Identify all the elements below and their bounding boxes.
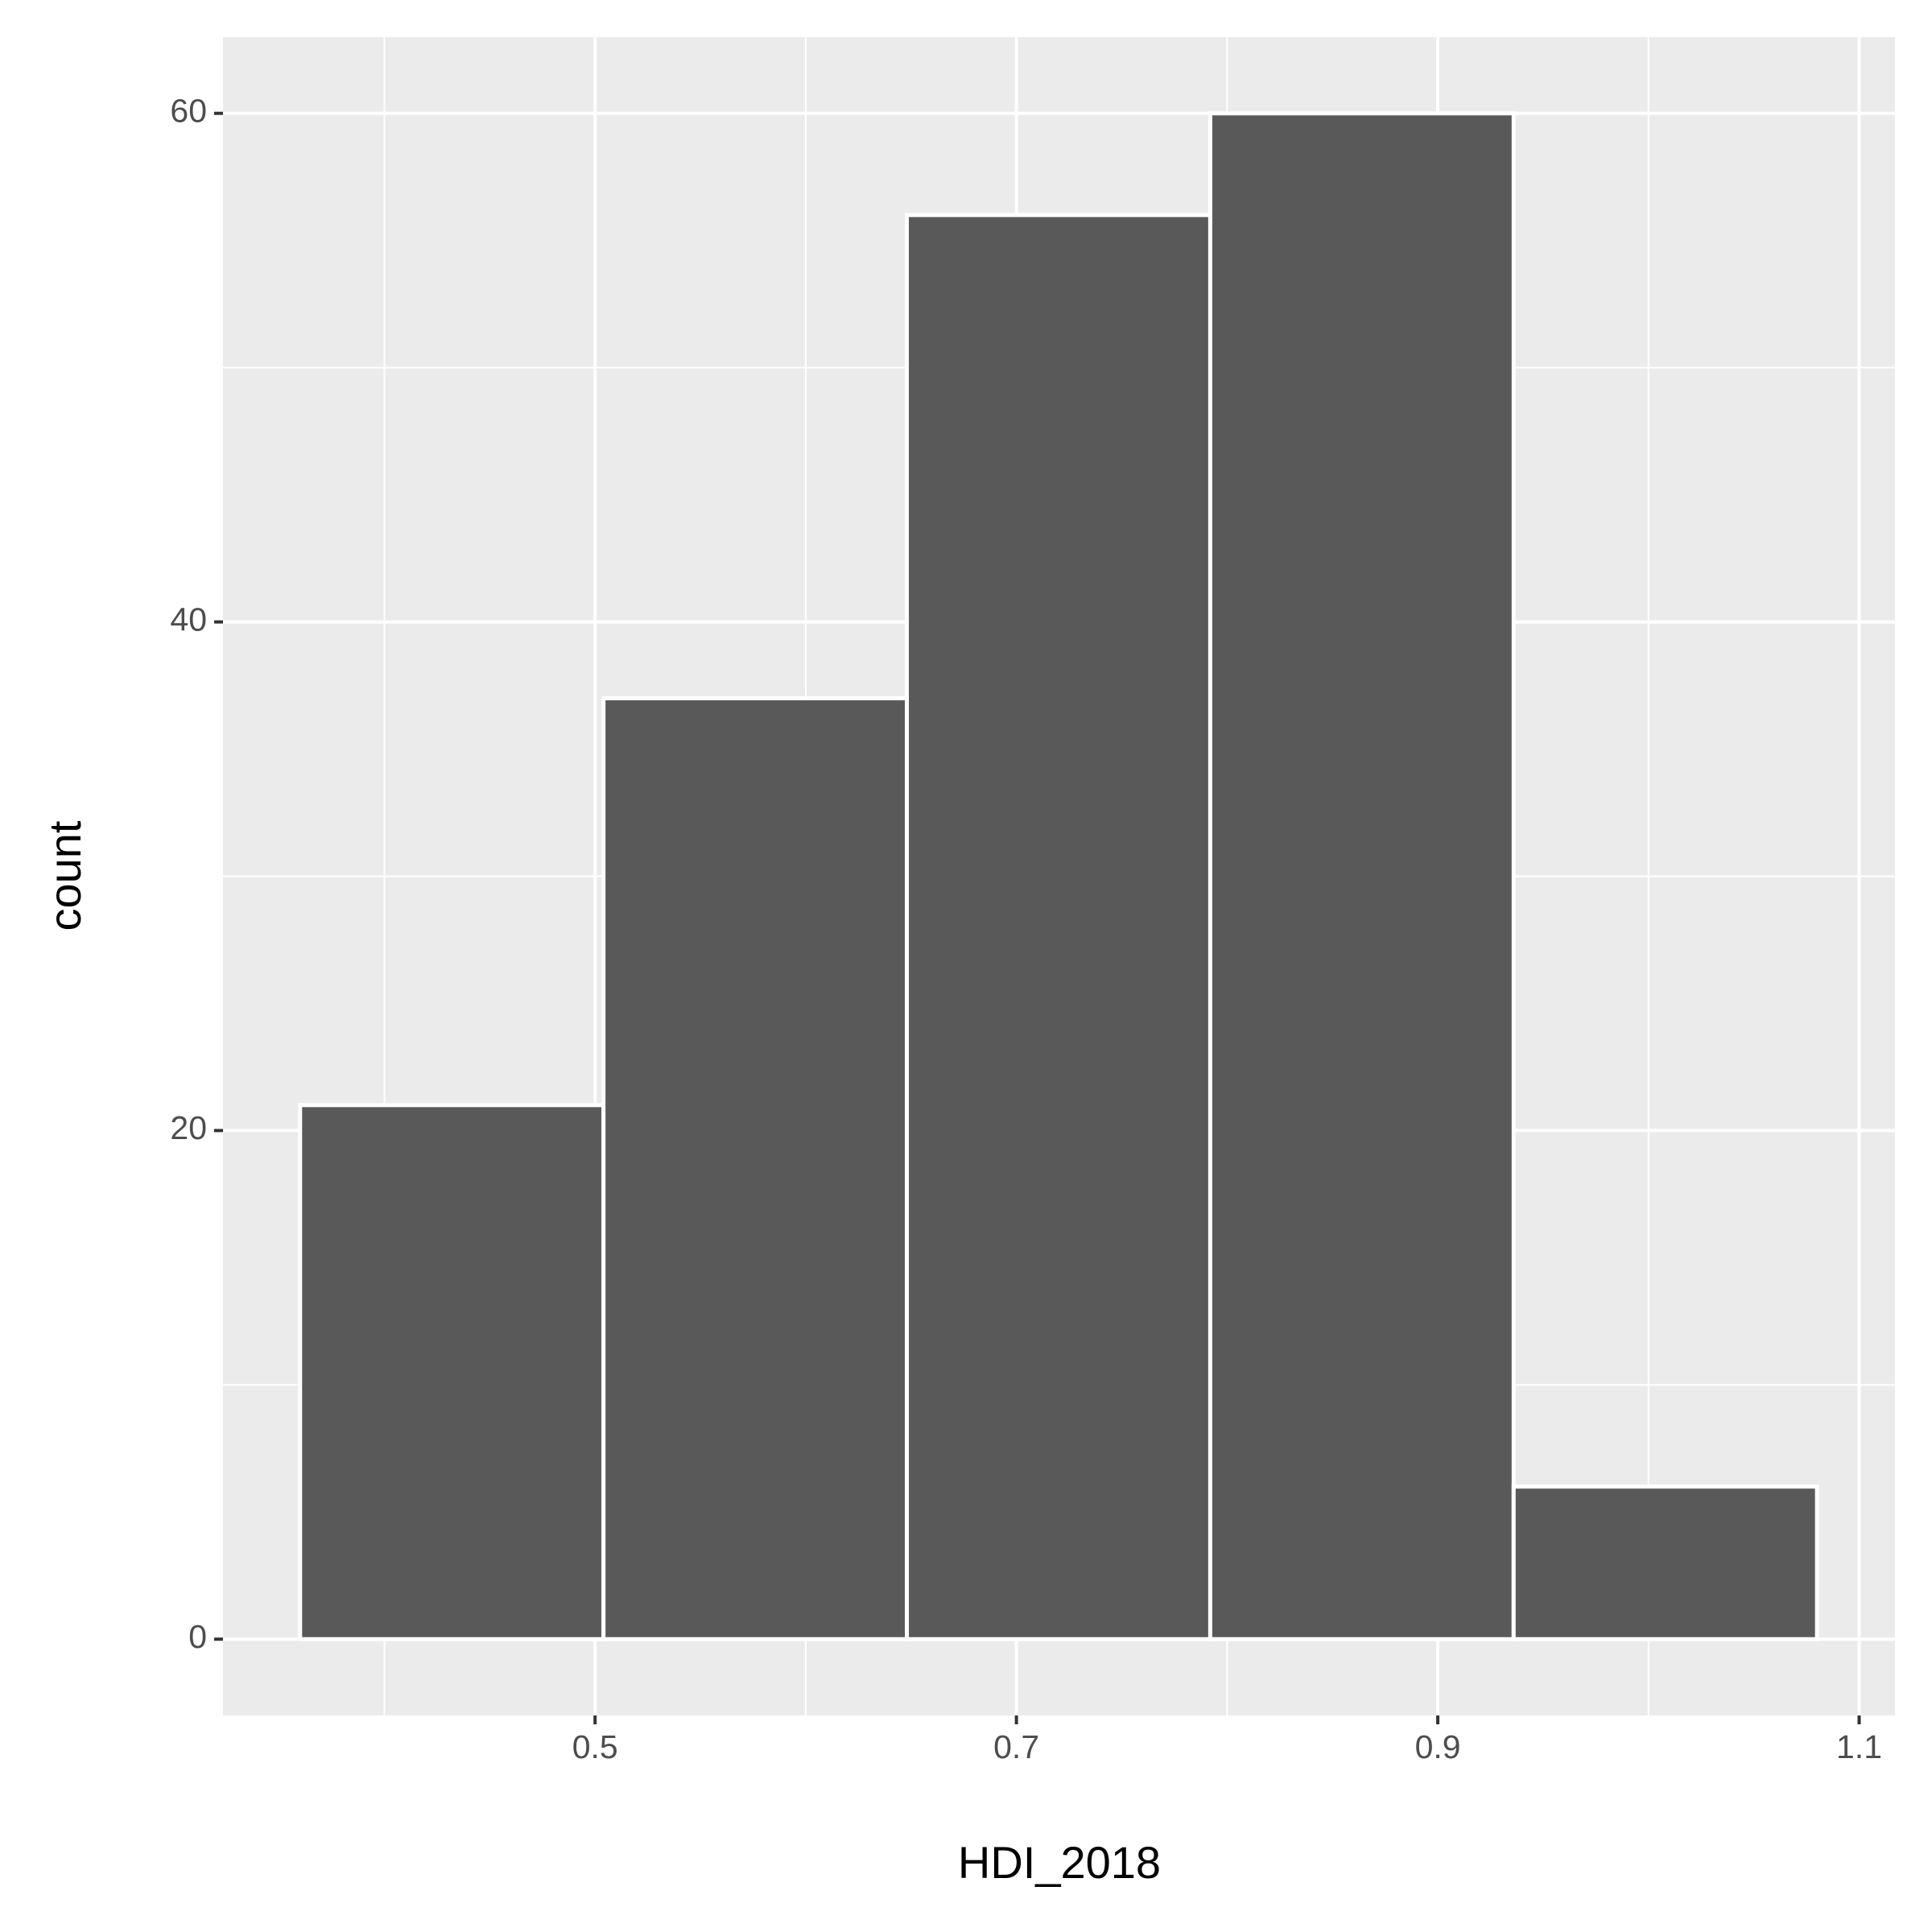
x-tick-label: 1.1 <box>1836 1728 1882 1765</box>
bar <box>298 1103 606 1641</box>
x-tick-label: 0.9 <box>1415 1728 1461 1765</box>
y-tick-label: 0 <box>188 1618 207 1655</box>
bar <box>601 696 910 1641</box>
y-tick-label: 20 <box>170 1109 207 1146</box>
x-tick-label: 0.5 <box>572 1728 618 1765</box>
x-tick-label: 0.7 <box>993 1728 1039 1765</box>
y-axis-title: count <box>39 820 90 931</box>
bar <box>1208 111 1516 1641</box>
y-tick-label: 60 <box>170 93 207 130</box>
bar <box>905 213 1212 1641</box>
y-tick-label: 40 <box>170 601 207 638</box>
x-axis-title: HDI_2018 <box>958 1837 1161 1888</box>
bar <box>1511 1484 1819 1641</box>
